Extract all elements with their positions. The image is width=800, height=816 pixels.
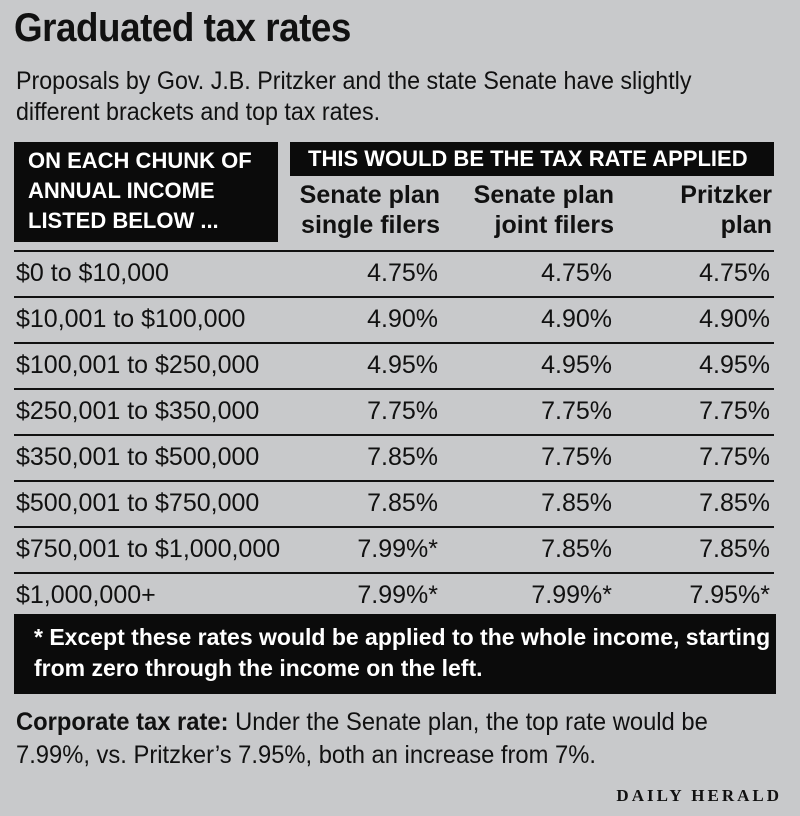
rate-senate-joint: 7.85% (541, 489, 612, 517)
table-row: $750,001 to $1,000,000 7.99%* 7.85% 7.85… (14, 526, 774, 572)
income-bracket: $0 to $10,000 (16, 259, 169, 287)
rate-senate-single: 7.85% (367, 443, 438, 471)
rate-senate-joint: 4.95% (541, 351, 612, 379)
rate-senate-single: 7.75% (367, 397, 438, 425)
page-title: Graduated tax rates (14, 6, 351, 50)
table-row: $100,001 to $250,000 4.95% 4.95% 4.95% (14, 342, 774, 388)
column-header-senate-joint: Senate plan joint filers (473, 181, 614, 239)
corporate-tax-text: Under the Senate plan, the top rate woul… (16, 708, 708, 769)
rate-senate-single: 4.95% (367, 351, 438, 379)
rate-group-header: THIS WOULD BE THE TAX RATE APPLIED (290, 142, 774, 176)
income-bracket: $100,001 to $250,000 (16, 351, 260, 379)
income-bracket: $250,001 to $350,000 (16, 397, 260, 425)
rate-senate-joint: 4.90% (541, 305, 612, 333)
subtitle: Proposals by Gov. J.B. Pritzker and the … (16, 67, 692, 126)
source-credit: DAILY HERALD (616, 786, 782, 805)
table-row: $350,001 to $500,000 7.85% 7.75% 7.75% (14, 434, 774, 480)
table-row: $500,001 to $750,000 7.85% 7.85% 7.85% (14, 480, 774, 526)
tax-rate-table: $0 to $10,000 4.75% 4.75% 4.75% $10,001 … (14, 250, 774, 618)
corporate-tax-label: Corporate tax rate: (16, 708, 229, 736)
rate-senate-single: 7.99%* (357, 581, 438, 609)
rate-senate-single: 4.90% (367, 305, 438, 333)
rate-senate-joint: 7.75% (541, 397, 612, 425)
column-header-pritzker: Pritzker plan (680, 181, 772, 239)
income-column-header: ON EACH CHUNK OF ANNUAL INCOME LISTED BE… (14, 142, 278, 242)
rate-senate-single: 4.75% (367, 259, 438, 287)
income-bracket: $1,000,000+ (16, 581, 156, 609)
column-header-senate-single: Senate plan single filers (299, 181, 440, 239)
income-bracket: $10,001 to $100,000 (16, 305, 246, 333)
rate-senate-joint: 4.75% (541, 259, 612, 287)
rate-senate-joint: 7.85% (541, 535, 612, 563)
rate-pritzker: 4.75% (699, 259, 770, 287)
income-bracket: $750,001 to $1,000,000 (16, 535, 281, 563)
corporate-tax-note: Corporate tax rate: Under the Senate pla… (16, 706, 748, 772)
rate-senate-joint: 7.99%* (531, 581, 612, 609)
rate-senate-single: 7.99%* (357, 535, 438, 563)
rate-pritzker: 7.85% (699, 535, 770, 563)
table-row: $0 to $10,000 4.75% 4.75% 4.75% (14, 250, 774, 296)
rate-senate-joint: 7.75% (541, 443, 612, 471)
income-bracket: $350,001 to $500,000 (16, 443, 260, 471)
table-row: $10,001 to $100,000 4.90% 4.90% 4.90% (14, 296, 774, 342)
rate-pritzker: 7.85% (699, 489, 770, 517)
rate-pritzker: 7.75% (699, 443, 770, 471)
rate-pritzker: 7.95%* (689, 581, 770, 609)
rate-senate-single: 7.85% (367, 489, 438, 517)
rate-pritzker: 4.90% (699, 305, 770, 333)
income-bracket: $500,001 to $750,000 (16, 489, 260, 517)
footnote-box: * Except these rates would be applied to… (14, 614, 776, 694)
table-row: $1,000,000+ 7.99%* 7.99%* 7.95%* (14, 572, 774, 618)
rate-pritzker: 4.95% (699, 351, 770, 379)
table-row: $250,001 to $350,000 7.75% 7.75% 7.75% (14, 388, 774, 434)
rate-pritzker: 7.75% (699, 397, 770, 425)
